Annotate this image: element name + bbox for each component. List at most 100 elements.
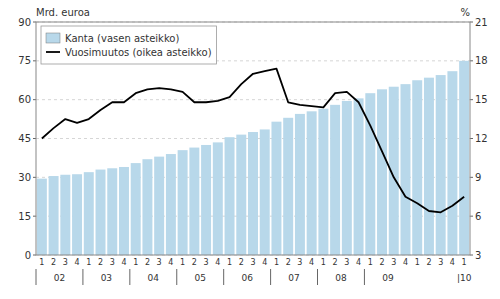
x-tick-label: 1: [274, 258, 279, 267]
bar: [213, 142, 223, 255]
year-label: 08: [335, 273, 347, 283]
bar: [271, 122, 281, 255]
y-tick-label: 75: [18, 55, 31, 66]
bar: [142, 159, 152, 255]
x-tick-label: 4: [262, 258, 267, 267]
x-tick-label: 4: [121, 258, 126, 267]
bar: [330, 105, 340, 255]
year-separator: [36, 269, 37, 285]
bar: [131, 163, 141, 255]
bar: [84, 172, 94, 255]
x-tick-label: 4: [75, 258, 80, 267]
x-tick-label: 3: [157, 258, 162, 267]
x-tick-label: 1: [133, 258, 138, 267]
bar: [248, 132, 258, 255]
x-tick-label: 4: [450, 258, 455, 267]
year-label: 05: [194, 273, 205, 283]
bar: [436, 75, 446, 255]
x-tick-label: 2: [192, 258, 197, 267]
x-tick-label: 1: [39, 258, 44, 267]
x-tick-label: 4: [168, 258, 173, 267]
y2-tick-label: 9: [475, 172, 481, 183]
year-label: 09: [382, 273, 394, 283]
bar: [107, 168, 117, 255]
x-tick-label: 2: [98, 258, 103, 267]
bar: [377, 89, 387, 255]
x-tick-label: 3: [110, 258, 115, 267]
x-tick-label: 4: [215, 258, 220, 267]
year-separator: [270, 269, 271, 285]
bar: [401, 84, 411, 255]
year-separator: [223, 269, 224, 285]
bar: [49, 176, 59, 255]
x-tick-label: 3: [344, 258, 349, 267]
y2-tick-label: 18: [475, 55, 488, 66]
bar: [307, 111, 317, 255]
year-separator: [317, 269, 318, 285]
y-axis-title: Mrd. euroa: [36, 7, 90, 18]
y-tick-label: 60: [18, 94, 31, 105]
x-tick-label: 2: [426, 258, 431, 267]
x-tick-label: 3: [391, 258, 396, 267]
x-tick-label: 2: [51, 258, 56, 267]
bar: [72, 174, 82, 255]
bar: [236, 135, 246, 255]
bar: [424, 78, 434, 255]
year-separator: [82, 269, 83, 285]
bar: [260, 129, 270, 255]
y2-tick-label: 15: [475, 94, 488, 105]
grid: [36, 22, 470, 255]
bar: [459, 61, 469, 255]
y2-tick-label: 21: [475, 17, 488, 28]
legend-label: Kanta (vasen asteikko): [65, 33, 179, 44]
x-tick-label: 3: [204, 258, 209, 267]
y-tick-label: 30: [18, 172, 31, 183]
y-tick-label: 15: [18, 211, 31, 222]
bar: [412, 80, 422, 255]
bar: [60, 175, 70, 255]
bar: [354, 98, 364, 255]
x-tick-label: 3: [438, 258, 443, 267]
x-tick-label: 4: [403, 258, 408, 267]
x-tick-label: 4: [356, 258, 361, 267]
plot-frame: [36, 22, 470, 255]
x-tick-label: 1: [321, 258, 326, 267]
x-tick-label: 2: [286, 258, 291, 267]
bar: [96, 170, 106, 255]
year-separator: [364, 269, 365, 285]
legend-swatch: [46, 51, 60, 53]
bar: [119, 167, 129, 255]
bar: [201, 145, 211, 255]
y-tick-label: 45: [18, 133, 31, 144]
y2-axis-title: %: [460, 7, 470, 18]
legend: Kanta (vasen asteikko) Vuosimuutos (oikea…: [41, 26, 217, 64]
year-label: 04: [148, 273, 160, 283]
bar: [342, 101, 352, 255]
bar: [225, 137, 235, 255]
year-label: |10: [457, 273, 472, 283]
legend-swatch: [46, 33, 60, 43]
y-tick-label: 90: [18, 17, 31, 28]
x-tick-label: 3: [250, 258, 255, 267]
bar: [295, 114, 305, 255]
bar: [283, 118, 293, 255]
year-label: 06: [241, 273, 253, 283]
year-separator: [176, 269, 177, 285]
x-tick-label: 2: [145, 258, 150, 267]
x-tick-label: 1: [86, 258, 91, 267]
bar: [189, 148, 199, 255]
legend-label: Vuosimuutos (oikea asteikko): [65, 47, 212, 58]
x-tick-label: 4: [309, 258, 314, 267]
x-tick-label: 1: [368, 258, 373, 267]
bar: [447, 71, 457, 255]
chart: 0153045607590369121518211234123412341234…: [0, 0, 500, 299]
bar: [166, 154, 176, 255]
x-tick-label: 1: [227, 258, 232, 267]
bar: [318, 109, 328, 255]
year-separator: [129, 269, 130, 285]
year-label: 02: [54, 273, 65, 283]
x-tick-label: 1: [415, 258, 420, 267]
legend-box: [41, 26, 217, 64]
y-tick-label: 0: [25, 250, 31, 261]
x-tick-label: 2: [379, 258, 384, 267]
